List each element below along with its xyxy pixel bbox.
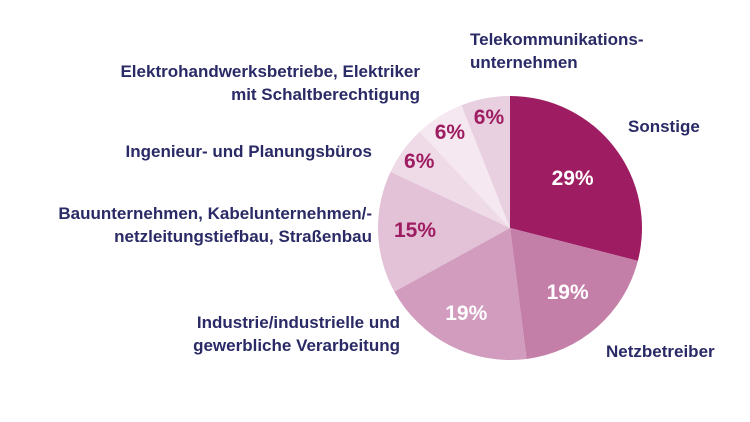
slice-label-ingenieur: Ingenieur- und Planungsbüros — [125, 142, 373, 161]
pie-slice-2 — [510, 228, 638, 359]
slice-label-telekommunikation: Telekommunikations- unternehmen — [470, 30, 644, 73]
pie-slice-7 — [461, 96, 510, 228]
slice-label-sonstige: Sonstige — [628, 117, 700, 136]
pie-value-label: 19% — [445, 301, 488, 325]
pie-slice-4 — [378, 171, 510, 292]
pie-slice-3 — [394, 228, 527, 360]
pie-value-label: 19% — [546, 281, 589, 305]
slice-label-netzbetreiber: Netzbetreiber — [606, 342, 715, 361]
slice-label-industrie: Industrie/industrielle und gewerbliche V… — [193, 313, 400, 356]
pie-value-label: 6% — [473, 105, 505, 129]
pie-slice-5 — [390, 131, 510, 228]
pie-value-label: 29% — [551, 167, 594, 191]
pie-value-label: 15% — [393, 218, 437, 242]
slice-label-bauunternehmen: Bauunternehmen, Kabelunternehmen/- netzl… — [58, 204, 372, 247]
pie-slice-6 — [419, 105, 510, 228]
pie-value-label: 6% — [434, 121, 466, 145]
slice-label-elektrohandwerk: Elektrohandwerksbetriebe, Elektriker mit… — [120, 62, 420, 105]
pie-value-label: 6% — [404, 150, 435, 174]
pie-slice-1 — [510, 96, 642, 261]
